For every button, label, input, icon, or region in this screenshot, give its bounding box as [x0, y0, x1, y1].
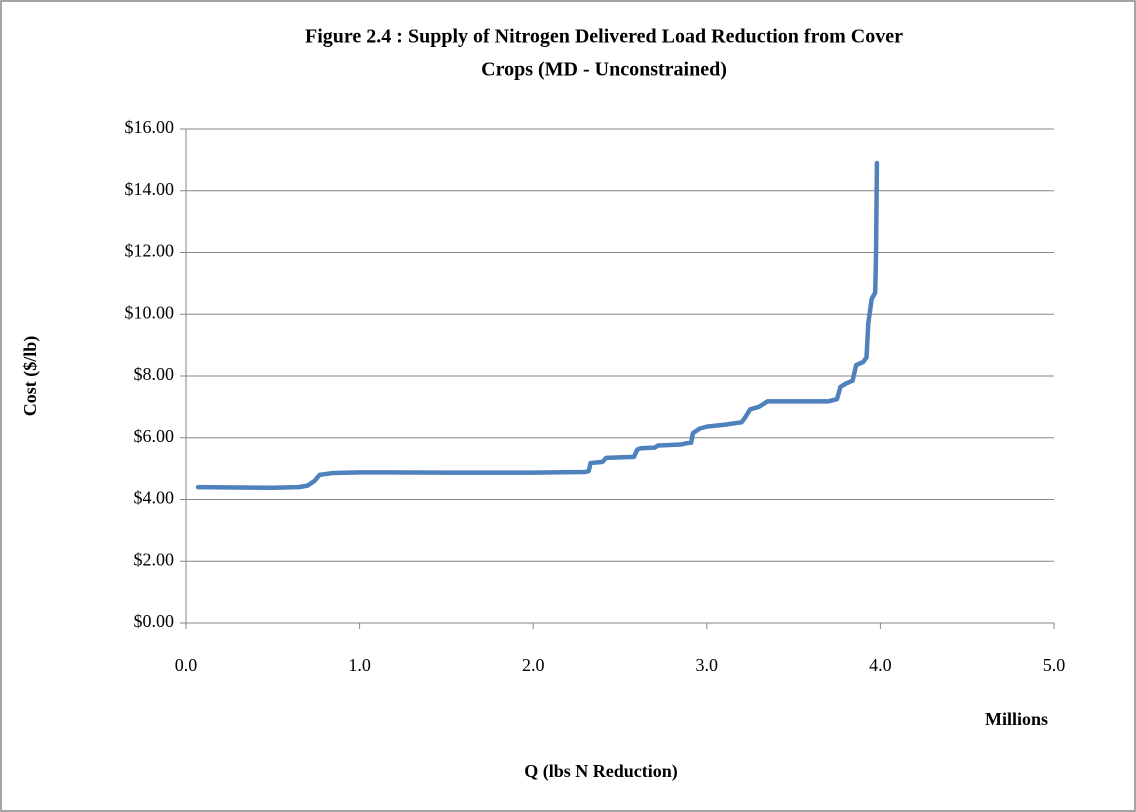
y-tick-label: $2.00	[134, 549, 175, 569]
y-tick-label: $10.00	[125, 302, 175, 322]
y-tick-label: $12.00	[125, 241, 175, 261]
data-line	[195, 160, 880, 491]
y-tick-label: $4.00	[134, 488, 175, 508]
x-tick-label: 4.0	[869, 655, 892, 675]
x-tick-label: 0.0	[175, 655, 198, 675]
x-tick-label: 5.0	[1043, 655, 1066, 675]
y-tick-label: $8.00	[134, 364, 175, 384]
x-axis-title: Q (lbs N Reduction)	[524, 761, 678, 782]
y-axis-title: Cost ($/lb)	[20, 336, 41, 417]
chart-title: Figure 2.4 : Supply of Nitrogen Delivere…	[305, 26, 903, 48]
y-tick-label: $14.00	[125, 179, 175, 199]
y-tick-label: $6.00	[134, 426, 175, 446]
x-tick-label: 2.0	[522, 655, 545, 675]
y-tick-label: $16.00	[125, 117, 175, 137]
y-tick-label: $0.00	[134, 611, 175, 631]
x-tick-label: 3.0	[696, 655, 719, 675]
x-display-unit: Millions	[985, 709, 1048, 729]
chart-title: Crops (MD - Unconstrained)	[481, 59, 727, 81]
x-tick-label: 1.0	[348, 655, 371, 675]
